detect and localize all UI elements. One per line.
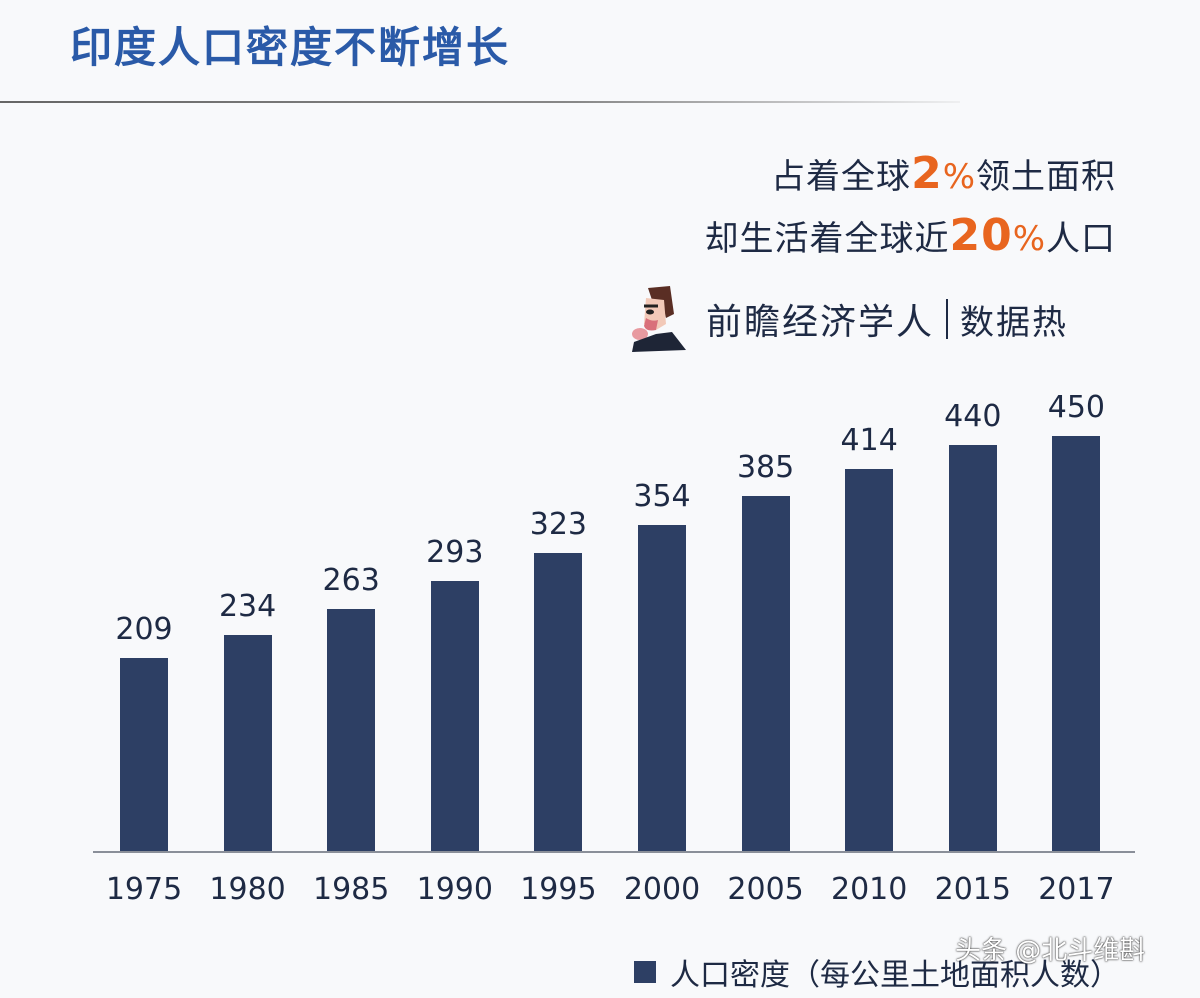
- cartoon-man-avatar-icon: [626, 284, 688, 354]
- x-tick-label: 1985: [313, 872, 390, 907]
- bar-1985: [327, 608, 376, 851]
- x-tick-label: 2010: [831, 872, 908, 907]
- data-label: 209: [115, 612, 173, 648]
- watermark: 头条 @北斗维斟: [955, 936, 1146, 966]
- x-tick-label: 2000: [623, 872, 701, 907]
- bar-1975: [120, 658, 168, 851]
- bar-1995: [534, 553, 583, 851]
- brand-name: 前瞻经济学人: [706, 302, 935, 343]
- x-tick-label: 1990: [416, 872, 493, 907]
- annotation-text: 却生活着全球近: [704, 219, 950, 259]
- x-tick-label: 1975: [105, 872, 183, 907]
- bar-2015: [948, 445, 997, 851]
- data-label: 414: [840, 423, 898, 459]
- x-tick-label: 1980: [209, 872, 286, 907]
- bar-2000: [638, 524, 686, 851]
- bar-1980: [223, 635, 272, 851]
- annotation-text: 占着全球: [771, 157, 912, 197]
- chart-legend: 人口密度（每公里土地面积人数）: [634, 950, 1120, 994]
- bar-2010: [845, 469, 894, 851]
- data-label: 450: [1047, 390, 1106, 426]
- x-tick-label: 2015: [934, 872, 1011, 907]
- highlight-number: 2: [911, 148, 943, 199]
- x-tick-label: 2017: [1038, 872, 1115, 907]
- highlight-number: 20: [949, 210, 1013, 261]
- highlight-percent: %: [1012, 219, 1046, 259]
- x-tick-label: 1995: [520, 872, 597, 907]
- annotation-population-share: 却生活着全球近20%人口: [704, 210, 1116, 261]
- x-tick-label: 2005: [727, 872, 804, 907]
- bar-1990: [430, 580, 479, 851]
- data-label: 234: [218, 589, 277, 625]
- data-label: 440: [944, 399, 1002, 435]
- highlight-percent: %: [942, 157, 976, 197]
- chart-title: 印度人口密度不断增长: [70, 23, 511, 72]
- title-divider: [0, 101, 960, 103]
- legend-label: 人口密度（每公里土地面积人数）: [670, 958, 1120, 993]
- bar-2017: [1052, 436, 1101, 851]
- data-label: 263: [322, 562, 380, 598]
- data-label: 293: [426, 534, 484, 570]
- data-label: 323: [529, 507, 588, 543]
- legend-swatch: [634, 961, 656, 983]
- x-axis-line: [93, 851, 1135, 853]
- brand-subtitle: 数据热: [960, 302, 1069, 343]
- brand-logo: 前瞻经济学人 数据热: [626, 284, 1068, 354]
- annotation-land-share: 占着全球2%领土面积: [771, 148, 1116, 199]
- data-label: 385: [736, 450, 795, 486]
- annotation-text: 人口: [1046, 219, 1116, 259]
- data-label: 354: [633, 478, 691, 514]
- bar-2005: [741, 496, 790, 851]
- annotation-text: 领土面积: [976, 157, 1116, 197]
- brand-separator: [946, 299, 949, 339]
